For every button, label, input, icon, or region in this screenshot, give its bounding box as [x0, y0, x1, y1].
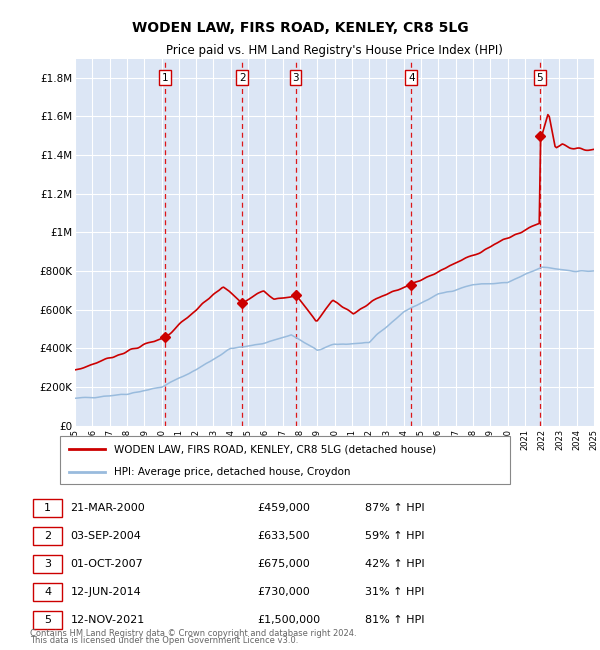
Text: 59% ↑ HPI: 59% ↑ HPI — [365, 531, 424, 541]
FancyBboxPatch shape — [33, 611, 62, 629]
Text: £675,000: £675,000 — [257, 559, 310, 569]
Text: HPI: Average price, detached house, Croydon: HPI: Average price, detached house, Croy… — [114, 467, 350, 477]
Text: WODEN LAW, FIRS ROAD, KENLEY, CR8 5LG: WODEN LAW, FIRS ROAD, KENLEY, CR8 5LG — [131, 21, 469, 35]
FancyBboxPatch shape — [60, 436, 510, 484]
Text: 31% ↑ HPI: 31% ↑ HPI — [365, 587, 424, 597]
FancyBboxPatch shape — [33, 555, 62, 573]
Text: £459,000: £459,000 — [257, 503, 310, 513]
Text: 03-SEP-2004: 03-SEP-2004 — [71, 531, 142, 541]
Text: 2: 2 — [44, 531, 51, 541]
FancyBboxPatch shape — [33, 527, 62, 545]
Title: Price paid vs. HM Land Registry's House Price Index (HPI): Price paid vs. HM Land Registry's House … — [166, 44, 503, 57]
Text: 87% ↑ HPI: 87% ↑ HPI — [365, 503, 424, 513]
FancyBboxPatch shape — [33, 583, 62, 601]
Text: £730,000: £730,000 — [257, 587, 310, 597]
Text: Contains HM Land Registry data © Crown copyright and database right 2024.: Contains HM Land Registry data © Crown c… — [30, 629, 356, 638]
Text: 4: 4 — [44, 587, 51, 597]
Text: This data is licensed under the Open Government Licence v3.0.: This data is licensed under the Open Gov… — [30, 636, 298, 645]
FancyBboxPatch shape — [33, 499, 62, 517]
Text: 2: 2 — [239, 73, 245, 83]
Text: £1,500,000: £1,500,000 — [257, 615, 320, 625]
Text: 1: 1 — [44, 503, 51, 513]
Text: 5: 5 — [536, 73, 543, 83]
Text: 3: 3 — [292, 73, 299, 83]
Text: 4: 4 — [408, 73, 415, 83]
Text: 81% ↑ HPI: 81% ↑ HPI — [365, 615, 424, 625]
Text: 12-JUN-2014: 12-JUN-2014 — [71, 587, 141, 597]
Text: WODEN LAW, FIRS ROAD, KENLEY, CR8 5LG (detached house): WODEN LAW, FIRS ROAD, KENLEY, CR8 5LG (d… — [114, 444, 436, 454]
Text: £633,500: £633,500 — [257, 531, 310, 541]
Text: 3: 3 — [44, 559, 51, 569]
Text: 12-NOV-2021: 12-NOV-2021 — [71, 615, 145, 625]
Text: 01-OCT-2007: 01-OCT-2007 — [71, 559, 143, 569]
Text: 5: 5 — [44, 615, 51, 625]
Text: 21-MAR-2000: 21-MAR-2000 — [71, 503, 145, 513]
Text: 42% ↑ HPI: 42% ↑ HPI — [365, 559, 424, 569]
Text: 1: 1 — [162, 73, 169, 83]
